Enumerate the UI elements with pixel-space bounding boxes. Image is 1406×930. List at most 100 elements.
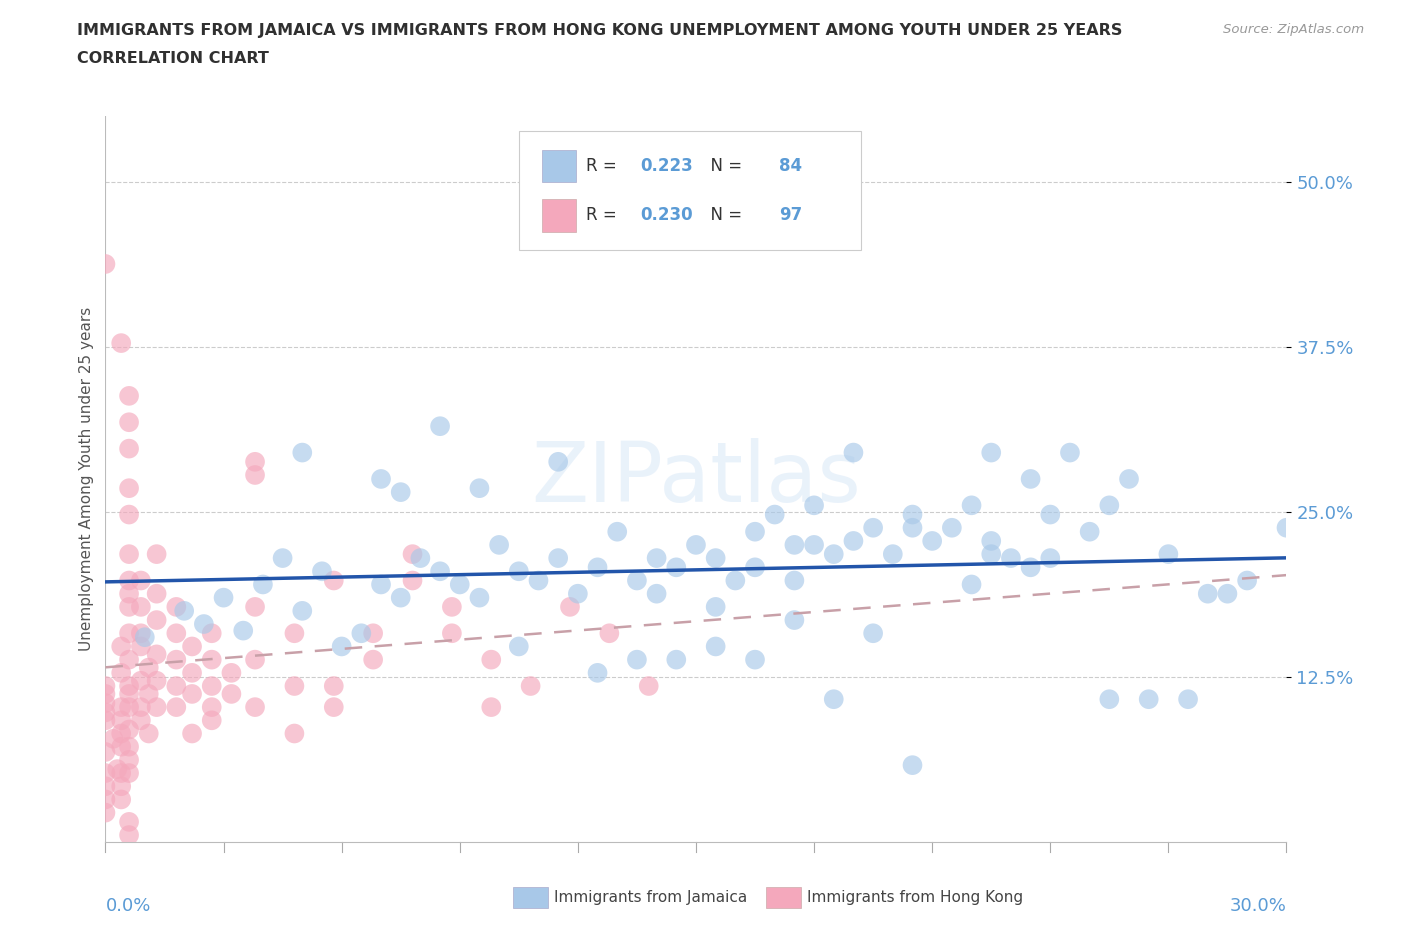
Point [221, 686, 243, 701]
Point [221, 665, 243, 680]
Point [118, 415, 141, 430]
Point [145, 547, 167, 562]
Point [94, 765, 117, 780]
Point [145, 699, 167, 714]
Point [145, 586, 167, 601]
Point [361, 652, 384, 667]
Point [468, 481, 491, 496]
Point [118, 828, 141, 843]
Point [118, 507, 141, 522]
Point [350, 626, 373, 641]
Point [129, 626, 152, 641]
Point [129, 713, 152, 728]
Point [440, 600, 463, 615]
Point [94, 778, 117, 793]
Point [1236, 573, 1258, 588]
Point [181, 686, 204, 701]
Point [361, 626, 384, 641]
Point [118, 586, 141, 601]
Point [291, 445, 314, 460]
Point [724, 573, 747, 588]
Point [1000, 551, 1022, 565]
Point [145, 673, 167, 688]
Point [145, 613, 167, 628]
Text: CORRELATION CHART: CORRELATION CHART [77, 51, 269, 66]
Text: IMMIGRANTS FROM JAMAICA VS IMMIGRANTS FROM HONG KONG UNEMPLOYMENT AMONG YOUTH UN: IMMIGRANTS FROM JAMAICA VS IMMIGRANTS FR… [77, 23, 1123, 38]
Point [94, 257, 117, 272]
Point [449, 577, 471, 591]
Point [201, 699, 224, 714]
Point [165, 626, 187, 641]
Point [519, 679, 541, 694]
Point [138, 686, 160, 701]
Point [94, 792, 117, 807]
Point [110, 792, 132, 807]
Point [110, 336, 132, 351]
Point [1137, 692, 1160, 707]
Point [389, 591, 412, 605]
Point [1177, 692, 1199, 707]
Point [118, 652, 141, 667]
Point [665, 652, 688, 667]
Text: 0.223: 0.223 [641, 157, 693, 175]
Point [901, 520, 924, 535]
Point [118, 722, 141, 737]
Point [201, 679, 224, 694]
Point [165, 652, 187, 667]
Point [645, 586, 668, 601]
Point [283, 726, 305, 741]
Point [118, 765, 141, 780]
Point [980, 445, 1002, 460]
Point [401, 573, 423, 588]
Point [118, 679, 141, 694]
Point [763, 507, 786, 522]
Point [1019, 472, 1042, 486]
Text: R =: R = [586, 206, 621, 224]
Point [118, 626, 141, 641]
FancyBboxPatch shape [543, 199, 575, 232]
Point [479, 699, 502, 714]
Point [637, 679, 659, 694]
Point [783, 613, 806, 628]
Point [744, 525, 766, 539]
Point [138, 726, 160, 741]
Point [252, 577, 274, 591]
Point [783, 538, 806, 552]
Point [94, 713, 117, 728]
Point [744, 560, 766, 575]
Text: N =: N = [700, 206, 747, 224]
Point [94, 696, 117, 711]
Point [118, 389, 141, 404]
Point [243, 468, 266, 483]
Point [129, 639, 152, 654]
Point [586, 560, 609, 575]
Point [94, 686, 117, 701]
Point [232, 623, 254, 638]
Point [980, 547, 1002, 562]
Point [626, 652, 648, 667]
Point [626, 573, 648, 588]
Point [409, 551, 432, 565]
Point [322, 679, 344, 694]
Text: 0.230: 0.230 [641, 206, 693, 224]
Point [110, 699, 132, 714]
Point [145, 647, 167, 662]
Point [322, 699, 344, 714]
Point [118, 481, 141, 496]
Point [283, 626, 305, 641]
Point [283, 679, 305, 694]
Point [118, 600, 141, 615]
Text: N =: N = [700, 157, 747, 175]
Point [110, 765, 132, 780]
Point [508, 564, 530, 578]
Point [960, 577, 983, 591]
Point [547, 455, 569, 470]
Point [118, 699, 141, 714]
Point [823, 692, 845, 707]
Point [110, 778, 132, 793]
Point [322, 573, 344, 588]
Point [105, 762, 128, 777]
Point [118, 739, 141, 754]
Point [606, 525, 628, 539]
Point [1275, 520, 1298, 535]
